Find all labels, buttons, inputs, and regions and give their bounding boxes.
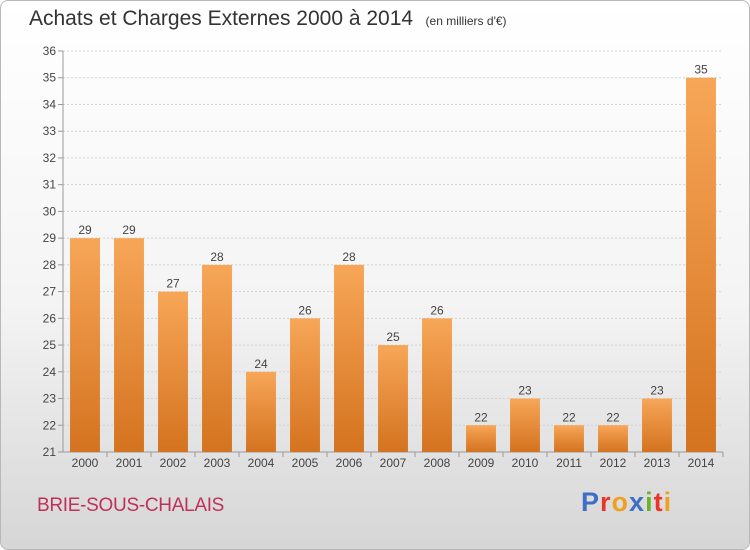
y-tick-label: 23	[43, 392, 57, 406]
axes: 21 22 23 24 25 26 27 28 29 30 31 32 33 34 35 36 2000 2001…	[43, 44, 724, 470]
bars	[70, 77, 716, 452]
logo-letter: o	[611, 487, 630, 517]
chart-title: Achats et Charges Externes 2000 à 2014	[29, 7, 414, 30]
bar	[70, 238, 100, 452]
y-tick-label: 21	[43, 445, 57, 459]
y-tick-label: 25	[43, 338, 57, 352]
y-tick-label: 35	[43, 71, 57, 85]
bar-value-label: 29	[78, 223, 92, 237]
bar	[290, 318, 320, 452]
y-tick-label: 33	[43, 124, 57, 138]
logo-letter: i	[645, 487, 654, 517]
x-tick-label: 2002	[160, 456, 187, 470]
bar-value-label: 22	[562, 410, 576, 424]
bar	[686, 77, 716, 452]
bar-value-label: 25	[386, 330, 400, 344]
x-tick-label: 2014	[688, 456, 715, 470]
proxiti-logo[interactable]: Proxiti	[581, 487, 672, 518]
bar	[202, 264, 232, 452]
y-tick-label: 27	[43, 285, 57, 299]
x-tick-label: 2010	[512, 456, 539, 470]
logo-letter: P	[581, 487, 601, 517]
commune-name: BRIE-SOUS-CHALAIS	[37, 495, 225, 516]
bar	[422, 318, 452, 452]
x-tick-label: 2005	[292, 456, 319, 470]
y-tick-label: 24	[43, 365, 57, 379]
x-tick-label: 2008	[424, 456, 451, 470]
logo-letter: x	[629, 487, 646, 517]
y-tick-label: 34	[43, 97, 57, 111]
bar-value-label: 26	[298, 303, 312, 317]
bar-value-label: 27	[166, 277, 180, 291]
x-tick-label: 2001	[116, 456, 143, 470]
bar-value-label: 23	[518, 384, 532, 398]
y-tick-label: 31	[43, 178, 57, 192]
logo-letter: t	[653, 487, 664, 517]
bar-value-label: 28	[210, 250, 224, 264]
x-tick-label: 2006	[336, 456, 363, 470]
bar-value-label: 26	[430, 303, 444, 317]
x-tick-label: 2012	[600, 456, 627, 470]
x-tick-label: 2007	[380, 456, 407, 470]
logo-letter: i	[663, 487, 673, 517]
y-tick-label: 26	[43, 311, 57, 325]
bar	[246, 371, 276, 452]
x-tick-label: 2000	[72, 456, 99, 470]
bar-value-label: 28	[342, 250, 356, 264]
logo-letter: r	[600, 487, 612, 517]
y-tick-label: 30	[43, 204, 57, 218]
bar	[598, 425, 628, 452]
x-tick-label: 2003	[204, 456, 231, 470]
x-tick-label: 2004	[248, 456, 275, 470]
y-tick-label: 36	[43, 44, 57, 58]
bar	[334, 264, 364, 452]
bar	[642, 398, 672, 452]
bar	[378, 345, 408, 452]
y-tick-label: 28	[43, 258, 57, 272]
x-tick-label: 2011	[556, 456, 582, 470]
bar-value-label: 29	[122, 223, 136, 237]
y-tick-label: 22	[43, 418, 57, 432]
y-tick-label: 29	[43, 231, 57, 245]
bar-value-label: 23	[650, 384, 664, 398]
bar	[158, 291, 188, 452]
bar	[554, 425, 584, 452]
data-labels: 29 29 27 28 24 26 28 25 26 22 23 22 22 23 35	[78, 63, 708, 425]
bar-value-label: 22	[474, 410, 488, 424]
bar	[114, 238, 144, 452]
x-tick-label: 2013	[644, 456, 671, 470]
bar-value-label: 35	[694, 63, 708, 77]
bar-value-label: 24	[254, 357, 268, 371]
bar-value-label: 22	[606, 410, 620, 424]
bar	[510, 398, 540, 452]
chart-unit: (en milliers d'€)	[425, 14, 507, 28]
y-tick-label: 32	[43, 151, 57, 165]
x-tick-label: 2009	[468, 456, 495, 470]
title-row: Achats et Charges Externes 2000 à 2014 (…	[29, 7, 507, 31]
bar	[466, 425, 496, 452]
